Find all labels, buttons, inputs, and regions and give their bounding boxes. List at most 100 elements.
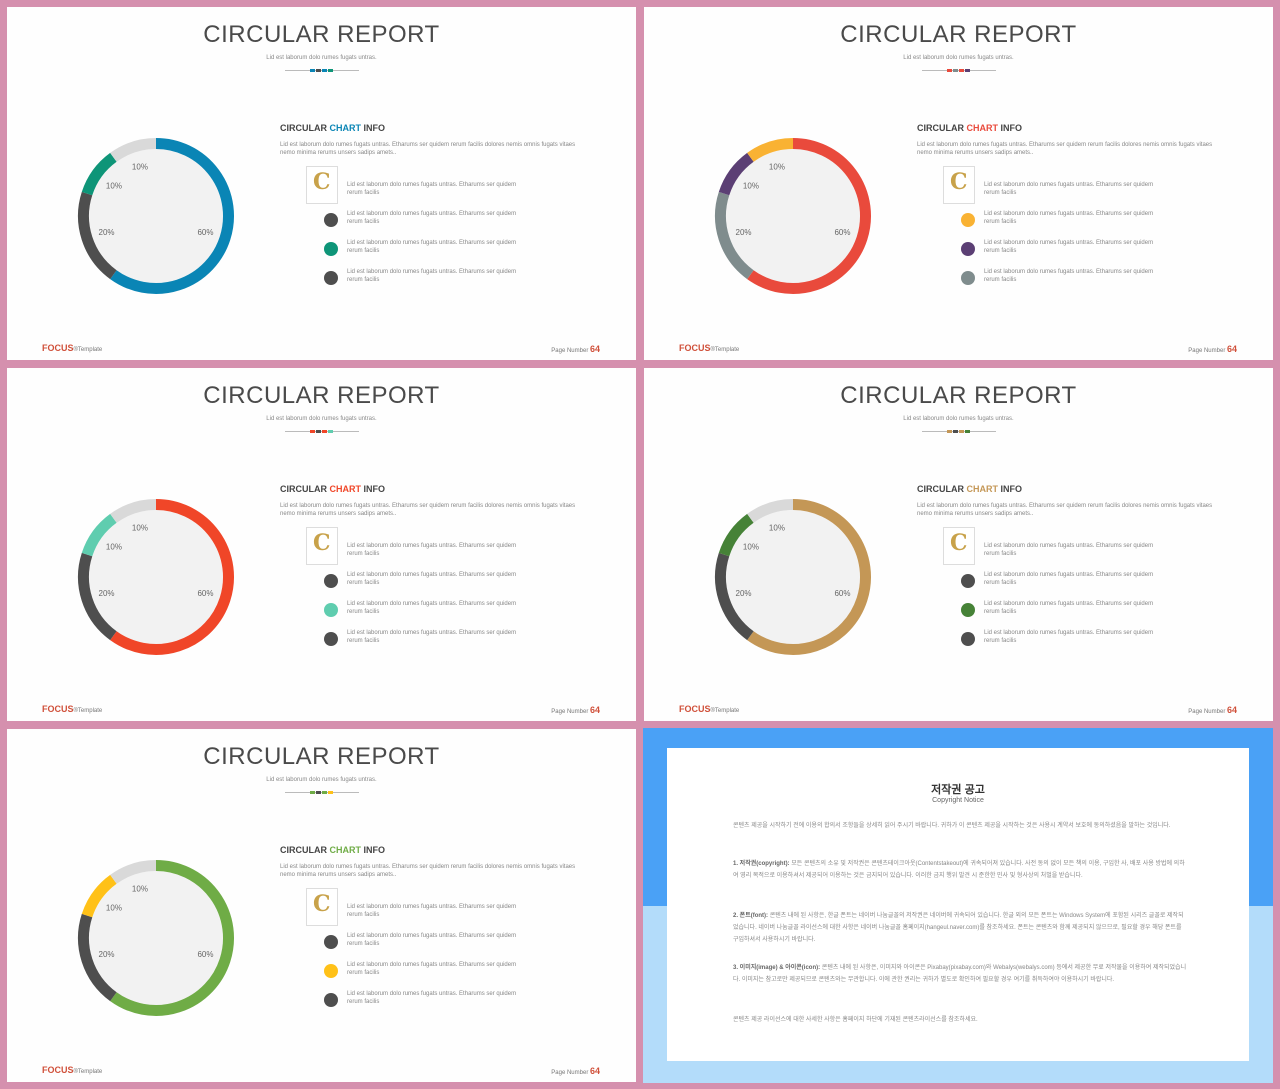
legend-dot-icon bbox=[324, 603, 338, 617]
legend-item: Lid est laborum dolo rumes fugats untras… bbox=[961, 542, 1221, 564]
divider-mark-1 bbox=[310, 69, 315, 72]
brand-footer: FOCUS®Template bbox=[42, 1065, 102, 1075]
title-divider bbox=[285, 791, 359, 794]
info-text: Lid est laborum dolo rumes fugats untras… bbox=[917, 503, 1213, 517]
donut-slice-2 bbox=[78, 191, 117, 280]
legend-text: Lid est laborum dolo rumes fugats untras… bbox=[984, 240, 1154, 254]
legend-text: Lid est laborum dolo rumes fugats untras… bbox=[347, 543, 517, 557]
divider-mark-2 bbox=[316, 430, 321, 433]
info-title-accent: CHART bbox=[329, 845, 362, 855]
contents-logo: C bbox=[306, 888, 338, 926]
donut-chart: 60% 20% 10% 10% bbox=[78, 138, 234, 294]
report-slide-1: CIRCULAR REPORT Lid est laborum dolo rum… bbox=[7, 7, 636, 360]
donut-chart: 60% 20% 10% 10% bbox=[78, 499, 234, 655]
divider-mark-2 bbox=[316, 69, 321, 72]
info-title-pre: CIRCULAR bbox=[280, 123, 330, 133]
slide-subtitle: Lid est laborum dolo rumes fugats untras… bbox=[266, 416, 377, 422]
legend-dot-icon bbox=[324, 993, 338, 1007]
divider-mark-4 bbox=[328, 430, 333, 433]
page-number-value: 64 bbox=[589, 1066, 600, 1076]
legend-item: Lid est laborum dolo rumes fugats untras… bbox=[961, 571, 1221, 593]
donut-center bbox=[89, 149, 223, 283]
donut-label-4: 10% bbox=[769, 163, 785, 172]
title-divider bbox=[285, 430, 359, 433]
legend-item: Lid est laborum dolo rumes fugats untras… bbox=[324, 210, 584, 232]
notice-paper: 저작권 공고 Copyright Notice 콘텐츠 제공을 시작하기 전에 … bbox=[667, 748, 1249, 1061]
donut-slice-1 bbox=[747, 499, 871, 655]
slide-title: CIRCULAR REPORT bbox=[840, 21, 1077, 48]
legend-dot-icon bbox=[324, 271, 338, 285]
legend-item: Lid est laborum dolo rumes fugats untras… bbox=[961, 600, 1221, 622]
legend-item: Lid est laborum dolo rumes fugats untras… bbox=[961, 239, 1221, 261]
legend-dot-icon bbox=[324, 574, 338, 588]
donut-slice-3 bbox=[718, 513, 754, 557]
report-slide-2: CIRCULAR REPORT Lid est laborum dolo rum… bbox=[644, 7, 1273, 360]
legend-dot-icon bbox=[324, 213, 338, 227]
slide-title: CIRCULAR REPORT bbox=[203, 382, 440, 409]
donut-center bbox=[726, 149, 860, 283]
legend-text: Lid est laborum dolo rumes fugats untras… bbox=[347, 269, 517, 283]
page-number-value: 64 bbox=[1226, 705, 1237, 715]
donut-label-1: 60% bbox=[197, 950, 213, 959]
donut-label-2: 20% bbox=[736, 589, 752, 598]
legend-item: Lid est laborum dolo rumes fugats untras… bbox=[961, 181, 1221, 203]
page-number-value: 64 bbox=[1226, 344, 1237, 354]
donut-slice-1 bbox=[110, 499, 234, 655]
info-title-accent: CHART bbox=[329, 123, 362, 133]
donut-label-1: 60% bbox=[834, 228, 850, 237]
donut-label-2: 20% bbox=[99, 228, 115, 237]
notice-paragraph-1-head: 1. 저작권(copyright): bbox=[733, 861, 792, 867]
legend-text: Lid est laborum dolo rumes fugats untras… bbox=[347, 904, 517, 918]
notice-paragraph-1-body: 모든 콘텐츠의 소유 및 저작권은 콘텐츠테이크아웃(Contentstakeo… bbox=[733, 861, 1185, 879]
info-title-pre: CIRCULAR bbox=[280, 484, 330, 494]
donut-label-3: 10% bbox=[106, 903, 122, 912]
notice-paragraph-2: 2. 폰트(font): 콘텐츠 내에 된 사항은, 한글 폰트는 네이버 나눔… bbox=[733, 910, 1187, 946]
info-text: Lid est laborum dolo rumes fugats untras… bbox=[280, 142, 576, 156]
page-number: Page Number 64 bbox=[551, 344, 600, 354]
report-slide-5: CIRCULAR REPORT Lid est laborum dolo rum… bbox=[7, 729, 636, 1082]
legend-text: Lid est laborum dolo rumes fugats untras… bbox=[347, 182, 517, 196]
divider-mark-4 bbox=[328, 791, 333, 794]
info-title-accent: CHART bbox=[966, 123, 999, 133]
legend-dot-icon bbox=[324, 935, 338, 949]
slide-title: CIRCULAR REPORT bbox=[840, 382, 1077, 409]
legend-item: Lid est laborum dolo rumes fugats untras… bbox=[961, 629, 1221, 651]
legend-text: Lid est laborum dolo rumes fugats untras… bbox=[984, 572, 1154, 586]
divider-mark-2 bbox=[316, 791, 321, 794]
notice-paragraph-3-body: 콘텐츠 내에 된 사항은, 이미지와 아이콘은 Pixabay(pixabay.… bbox=[733, 965, 1187, 983]
legend-item: Lid est laborum dolo rumes fugats untras… bbox=[324, 961, 584, 983]
slide-subtitle: Lid est laborum dolo rumes fugats untras… bbox=[903, 416, 1014, 422]
page-label: Page Number bbox=[1188, 348, 1227, 354]
page-number-value: 64 bbox=[589, 344, 600, 354]
info-title-pre: CIRCULAR bbox=[917, 484, 967, 494]
brand-name: FOCUS bbox=[679, 343, 711, 353]
contents-logo: C bbox=[306, 527, 338, 565]
divider-color-mark bbox=[310, 791, 334, 794]
brand-name: FOCUS bbox=[42, 343, 74, 353]
info-title: CIRCULAR CHART INFO bbox=[280, 484, 385, 494]
brand-footer: FOCUS®Template bbox=[679, 343, 739, 353]
legend-item: Lid est laborum dolo rumes fugats untras… bbox=[324, 990, 584, 1012]
legend-text: Lid est laborum dolo rumes fugats untras… bbox=[347, 630, 517, 644]
notice-paragraph-3-head: 3. 이미지(image) & 아이콘(icon): bbox=[733, 965, 822, 971]
info-title: CIRCULAR CHART INFO bbox=[280, 123, 385, 133]
divider-mark-3 bbox=[959, 69, 964, 72]
legend-dot-icon bbox=[324, 242, 338, 256]
slide-subtitle: Lid est laborum dolo rumes fugats untras… bbox=[266, 55, 377, 61]
donut-slice-2 bbox=[715, 191, 754, 280]
info-text: Lid est laborum dolo rumes fugats untras… bbox=[917, 142, 1213, 156]
divider-mark-3 bbox=[322, 430, 327, 433]
legend-text: Lid est laborum dolo rumes fugats untras… bbox=[984, 601, 1154, 615]
donut-slice-3 bbox=[81, 152, 117, 196]
divider-mark-1 bbox=[947, 430, 952, 433]
notice-paragraph-2-body: 콘텐츠 내에 된 사항은, 한글 폰트는 네이버 나눔글꼴의 저작권은 네이버에… bbox=[733, 913, 1184, 943]
donut-chart: 60% 20% 10% 10% bbox=[715, 499, 871, 655]
legend-text: Lid est laborum dolo rumes fugats untras… bbox=[347, 240, 517, 254]
divider-color-mark bbox=[947, 430, 971, 433]
legend-text: Lid est laborum dolo rumes fugats untras… bbox=[347, 211, 517, 225]
slide-subtitle: Lid est laborum dolo rumes fugats untras… bbox=[903, 55, 1014, 61]
donut-slice-4 bbox=[747, 499, 794, 523]
legend-item: Lid est laborum dolo rumes fugats untras… bbox=[324, 932, 584, 954]
donut-label-3: 10% bbox=[743, 542, 759, 551]
legend-item: Lid est laborum dolo rumes fugats untras… bbox=[324, 268, 584, 290]
